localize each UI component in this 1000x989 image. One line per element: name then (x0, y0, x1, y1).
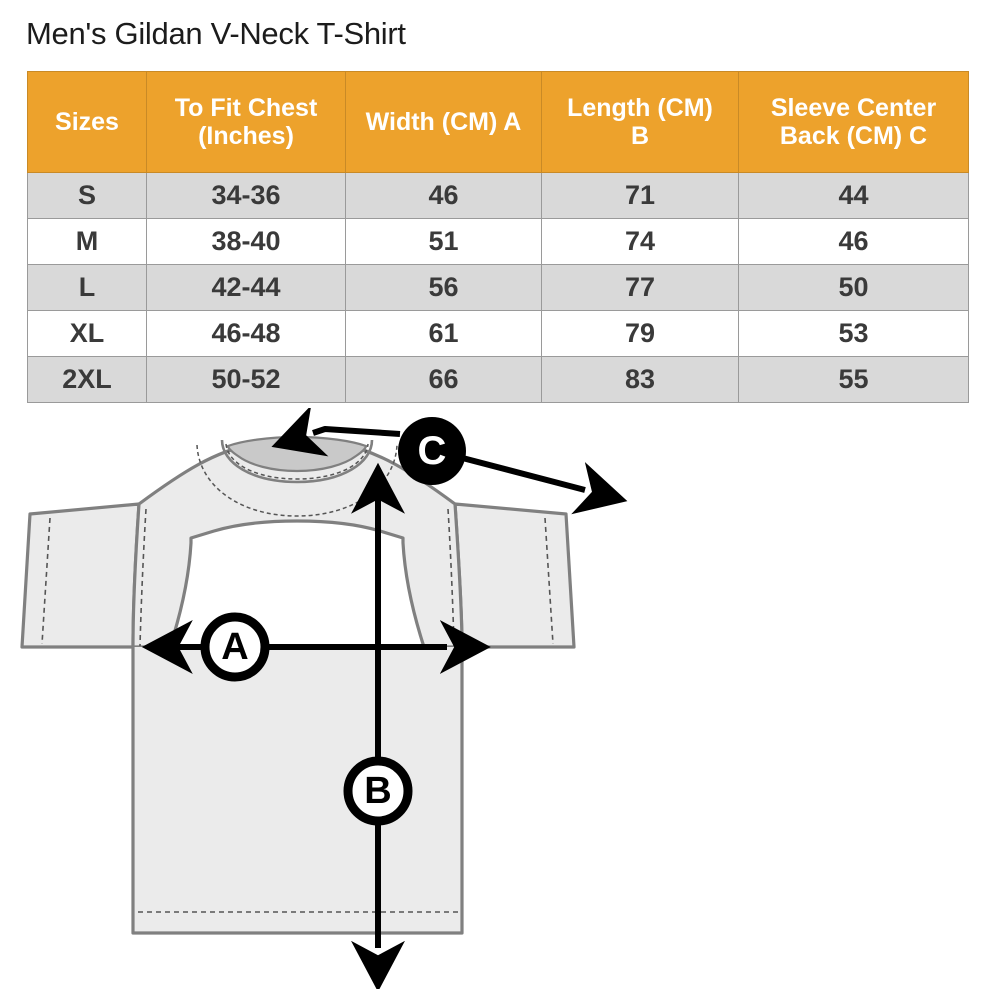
column-header-chest-line2: (Inches) (198, 122, 294, 150)
table-header-row: Sizes To Fit Chest (Inches) Width (CM) A… (27, 71, 969, 173)
column-header-width-line1: Width (CM) A (365, 108, 522, 136)
table-row: XL 46-48 61 79 53 (27, 310, 969, 357)
cell-chest: 42-44 (146, 264, 346, 311)
cell-chest: 34-36 (146, 172, 346, 219)
measurement-c: C (271, 408, 628, 515)
cell-size: 2XL (27, 356, 147, 403)
table-row: 2XL 50-52 66 83 55 (27, 356, 969, 403)
cell-sleeve: 44 (738, 172, 969, 219)
marker-b-circle (343, 756, 413, 826)
column-header-chest: To Fit Chest (Inches) (146, 71, 346, 173)
left-armhole-stitch (139, 508, 147, 647)
column-header-length-line2: B (630, 122, 650, 150)
right-sleeve (453, 502, 576, 649)
column-header-sleeve: Sleeve Center Back (CM) C (738, 71, 969, 173)
cell-chest: 50-52 (146, 356, 346, 403)
marker-a-label: A (221, 626, 248, 668)
cell-sleeve: 46 (738, 218, 969, 265)
tshirt-torso (131, 647, 464, 935)
measurement-a: A (141, 612, 491, 682)
size-chart-table-container: Sizes To Fit Chest (Inches) Width (CM) A… (27, 71, 969, 403)
size-chart-table: Sizes To Fit Chest (Inches) Width (CM) A… (27, 71, 969, 403)
cell-width: 61 (345, 310, 542, 357)
right-armhole-stitch (447, 508, 455, 647)
cell-length: 79 (541, 310, 739, 357)
table-row: S 34-36 46 71 44 (27, 172, 969, 219)
cell-width: 46 (345, 172, 542, 219)
cell-chest: 46-48 (146, 310, 346, 357)
column-header-width: Width (CM) A (345, 71, 542, 173)
cell-size: L (27, 264, 147, 311)
column-header-chest-line1: To Fit Chest (174, 94, 318, 122)
left-sleeve (20, 502, 141, 649)
marker-a-circle (200, 612, 270, 682)
collar-stitch-upper (225, 443, 369, 480)
table-row: L 42-44 56 77 50 (27, 264, 969, 311)
cell-length: 74 (541, 218, 739, 265)
cell-sleeve: 50 (738, 264, 969, 311)
cell-width: 56 (345, 264, 542, 311)
marker-c-circle (398, 417, 466, 485)
page-title: Men's Gildan V-Neck T-Shirt (26, 16, 406, 51)
column-header-sleeve-line1: Sleeve Center (770, 94, 937, 122)
column-header-sizes-line1: Sizes (55, 108, 119, 136)
cell-size: XL (27, 310, 147, 357)
column-header-sizes: Sizes (27, 71, 147, 173)
cell-length: 83 (541, 356, 739, 403)
cell-chest: 38-40 (146, 218, 346, 265)
left-sleeve-hem-stitch (41, 517, 51, 645)
cell-sleeve: 55 (738, 356, 969, 403)
right-sleeve-hem-stitch (544, 517, 554, 645)
cell-width: 51 (345, 218, 542, 265)
marker-c-label: C (418, 429, 447, 473)
tshirt-measurement-diagram: A B C (0, 408, 1000, 989)
column-header-sleeve-line2: Back (CM) C (779, 122, 928, 150)
tshirt-illustration (20, 435, 576, 935)
table-row: M 38-40 51 74 46 (27, 218, 969, 265)
cell-size: S (27, 172, 147, 219)
marker-b-label: B (364, 770, 391, 812)
cell-width: 66 (345, 356, 542, 403)
collar-band (220, 439, 374, 484)
cell-size: M (27, 218, 147, 265)
column-header-length-line1: Length (CM) (567, 94, 713, 122)
measurement-c-left-arrow (271, 408, 401, 457)
cell-length: 77 (541, 264, 739, 311)
cell-length: 71 (541, 172, 739, 219)
cell-sleeve: 53 (738, 310, 969, 357)
column-header-length: Length (CM) B (541, 71, 739, 173)
measurement-b: B (343, 462, 413, 989)
